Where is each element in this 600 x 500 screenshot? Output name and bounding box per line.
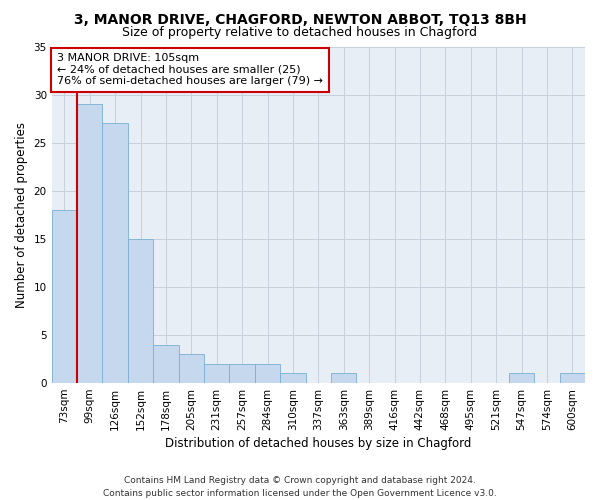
Text: 3 MANOR DRIVE: 105sqm
← 24% of detached houses are smaller (25)
76% of semi-deta: 3 MANOR DRIVE: 105sqm ← 24% of detached … <box>57 53 323 86</box>
Bar <box>331 374 356 383</box>
Y-axis label: Number of detached properties: Number of detached properties <box>15 122 28 308</box>
Bar <box>560 374 585 383</box>
Bar <box>52 210 77 383</box>
Bar <box>179 354 204 383</box>
X-axis label: Distribution of detached houses by size in Chagford: Distribution of detached houses by size … <box>165 437 472 450</box>
Bar <box>103 124 128 383</box>
Bar <box>229 364 255 383</box>
Text: 3, MANOR DRIVE, CHAGFORD, NEWTON ABBOT, TQ13 8BH: 3, MANOR DRIVE, CHAGFORD, NEWTON ABBOT, … <box>74 12 526 26</box>
Bar <box>204 364 229 383</box>
Bar <box>280 374 305 383</box>
Bar <box>509 374 534 383</box>
Bar <box>255 364 280 383</box>
Text: Size of property relative to detached houses in Chagford: Size of property relative to detached ho… <box>122 26 478 39</box>
Text: Contains HM Land Registry data © Crown copyright and database right 2024.
Contai: Contains HM Land Registry data © Crown c… <box>103 476 497 498</box>
Bar <box>153 344 179 383</box>
Bar <box>77 104 103 383</box>
Bar <box>128 239 153 383</box>
